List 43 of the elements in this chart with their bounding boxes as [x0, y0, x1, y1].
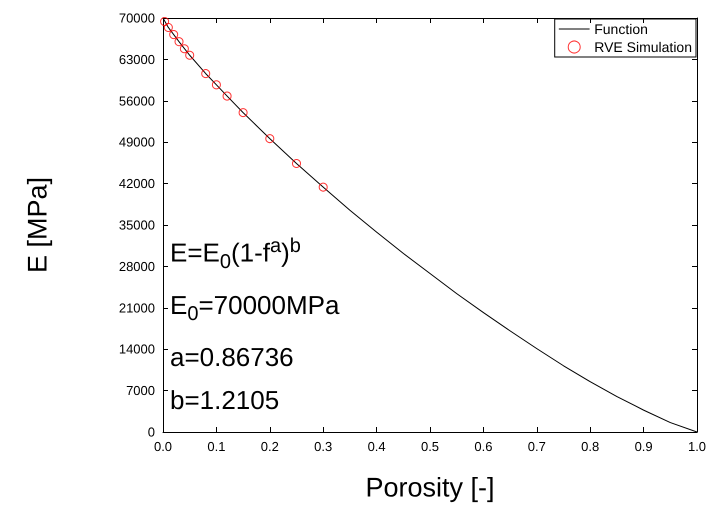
annotation: E=E$_{0}$(1-f$^{a}$)$^{b}$: [170, 234, 302, 275]
y-tick-label: 14000: [118, 342, 155, 357]
x-tick-label: 0.7: [528, 439, 546, 454]
annotation: b=1.2105: [170, 384, 280, 418]
point: [212, 80, 221, 90]
x-tick-label: 0.1: [207, 439, 226, 454]
x-tick-label: 0.3: [314, 439, 332, 454]
y-tick-label: 63000: [118, 52, 155, 67]
legend-label: RVE Simulation: [594, 39, 692, 55]
annotation: E$_{0}$=70000MPa: [170, 288, 340, 328]
point: [169, 30, 178, 40]
x-tick-label: 0.9: [634, 439, 653, 454]
y-tick-label: 35000: [118, 218, 155, 232]
point: [160, 17, 170, 26]
y-tick-label: 21000: [118, 300, 155, 316]
y-axis-title: E [MPa]: [22, 176, 52, 274]
x-tick-label: 0.6: [474, 439, 492, 454]
point: [180, 44, 189, 54]
x-tick-label: 0.8: [581, 439, 600, 454]
annotation: a=0.86736: [170, 341, 295, 374]
x-tick-label: 0.4: [368, 439, 386, 454]
legend-label: Function: [594, 21, 648, 37]
x-tick-label: 1.0: [688, 439, 706, 454]
y-tick-label: 49000: [118, 134, 155, 150]
x-axis-title: Porosity [-]: [365, 472, 495, 502]
point: [265, 134, 274, 144]
x-tick-label: 0.2: [260, 439, 279, 454]
point: [318, 182, 328, 192]
x-tick-label: 0.0: [154, 439, 172, 454]
x-tick-label: 0.5: [420, 439, 440, 454]
y-tick-label: 56000: [118, 93, 155, 108]
point: [238, 108, 248, 118]
y-tick-label: 0: [148, 424, 155, 440]
point: [222, 92, 232, 101]
y-tick-label: 70000: [118, 10, 155, 26]
y-tick-label: 42000: [118, 176, 155, 192]
y-tick-label: 7000: [126, 383, 155, 398]
point: [174, 37, 184, 46]
point: [201, 69, 210, 78]
point: [164, 22, 173, 32]
point: [292, 158, 301, 168]
point: [185, 50, 194, 60]
y-tick-label: 28000: [118, 258, 155, 274]
